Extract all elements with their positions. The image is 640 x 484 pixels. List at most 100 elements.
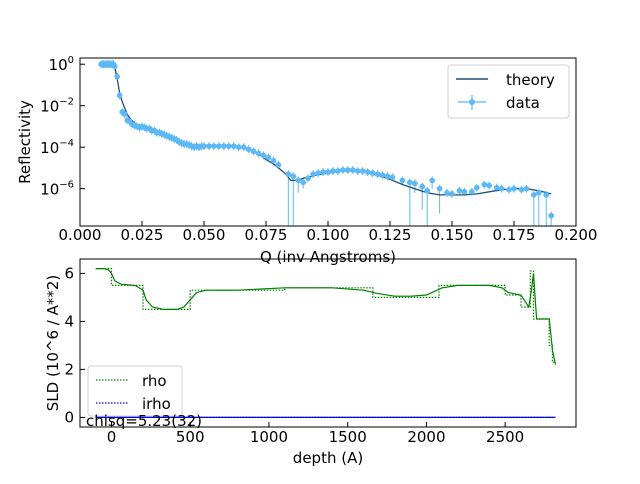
data-point <box>399 177 406 184</box>
data-point <box>444 190 450 196</box>
data-point <box>498 185 505 192</box>
sld-y-tick-label: 0 <box>64 408 74 426</box>
data-point <box>275 162 282 168</box>
data-point <box>412 180 418 187</box>
data-point <box>548 212 554 219</box>
data-point <box>389 174 396 181</box>
legend-theory-label: theory <box>506 71 555 89</box>
data-point <box>250 148 257 155</box>
reflectivity-x-tick-label: 0.150 <box>431 226 474 244</box>
data-point <box>245 146 252 153</box>
data-point <box>536 190 542 196</box>
data-point <box>114 73 120 80</box>
data-point <box>270 157 277 164</box>
data-point <box>330 168 336 174</box>
sld-chart: 0 500 1000 1500 2000 2500 0 2 4 6 depth (A) SLD … <box>44 258 577 467</box>
data-point <box>511 185 517 192</box>
data-point <box>456 187 463 194</box>
reflectivity-y-tick-label: 10−6 <box>40 180 74 199</box>
data-point <box>265 154 272 161</box>
reflectivity-x-tick-label: 0.100 <box>307 226 350 244</box>
reflectivity-y-label: Reflectivity <box>16 100 34 184</box>
reflectivity-legend: theory data <box>447 64 570 119</box>
reflectivity-x-tick-label: 0.125 <box>369 226 412 244</box>
data-point <box>374 171 381 177</box>
data-point <box>436 185 443 192</box>
data-point <box>469 188 475 195</box>
reflectivity-x-tick-label: 0.075 <box>245 226 288 244</box>
reflectivity-axes-frame <box>79 57 577 227</box>
data-point <box>116 92 123 99</box>
data-point <box>320 169 326 175</box>
rho-profile-smooth <box>95 268 557 365</box>
sld-y-label: SLD (10^6 / A**2) <box>44 275 62 412</box>
data-point <box>359 168 366 174</box>
sld-legend: rho irho <box>87 365 183 417</box>
data-point <box>345 167 351 173</box>
data-point <box>310 171 316 177</box>
data-point <box>206 143 212 149</box>
sld-x-tick-label: 0 <box>107 428 117 446</box>
reflectivity-y-tick-label: 10−4 <box>40 138 74 157</box>
reflectivity-x-ticks: 0.000 0.025 0.050 0.075 0.100 0.125 0.150 0.175… <box>59 221 598 244</box>
reflectivity-chart: 0.000 0.025 0.050 0.075 0.100 0.125 0.150 0.175… <box>16 55 597 266</box>
data-point <box>240 144 247 150</box>
sld-x-tick-label: 500 <box>176 428 205 446</box>
data-point <box>305 175 311 182</box>
data-point <box>384 173 391 180</box>
reflectivity-x-tick-label: 0.175 <box>493 226 536 244</box>
data-point <box>315 170 321 176</box>
reflectivity-y-tick-label: 10−2 <box>40 97 74 116</box>
data-point <box>429 177 435 184</box>
reflectivity-y-ticks: 100 10−2 10−4 10−6 <box>40 55 85 199</box>
reflectivity-x-tick-label: 0.025 <box>121 226 164 244</box>
data-point <box>216 143 222 149</box>
sld-x-ticks: 0 500 1000 1500 2000 2500 <box>107 422 524 446</box>
data-point <box>354 168 361 174</box>
sld-x-tick-label: 2000 <box>407 428 445 446</box>
legend-rho-label: rho <box>142 372 167 390</box>
reflectivity-plot-area <box>98 60 555 226</box>
data-point <box>461 188 468 195</box>
reflectivity-x-tick-label: 0.200 <box>555 226 598 244</box>
sld-x-tick-label: 1500 <box>329 428 367 446</box>
data-point <box>255 150 262 157</box>
data-point <box>523 185 530 192</box>
sld-y-ticks: 0 2 4 6 <box>64 264 85 426</box>
legend-data-marker <box>469 99 475 105</box>
data-point <box>340 167 346 173</box>
data-point <box>235 144 242 150</box>
data-point <box>493 184 500 191</box>
data-point <box>481 181 488 188</box>
sld-axes-frame <box>79 258 577 428</box>
legend-irho-label: irho <box>142 395 171 413</box>
data-point <box>407 179 413 186</box>
data-point <box>260 152 267 159</box>
data-point <box>290 173 297 180</box>
reflectivity-y-tick-label: 100 <box>49 55 74 74</box>
data-point <box>325 169 331 175</box>
data-point <box>364 169 371 175</box>
data-point <box>543 192 550 198</box>
data-point <box>335 168 341 174</box>
data-point <box>449 191 455 197</box>
sld-x-label: depth (A) <box>293 449 363 467</box>
data-point <box>201 143 207 149</box>
data-point <box>369 170 376 176</box>
reflectivity-x-label: Q (inv Angstroms) <box>260 248 396 266</box>
data-point <box>295 177 302 184</box>
reflectivity-x-tick-label: 0.000 <box>59 226 102 244</box>
data-point <box>379 172 386 178</box>
legend-data-label: data <box>506 94 540 112</box>
data-point <box>111 63 118 70</box>
sld-x-tick-label: 1000 <box>250 428 288 446</box>
data-point <box>230 143 237 149</box>
data-point <box>424 187 431 194</box>
data-point <box>300 179 307 186</box>
sld-plot-area <box>95 268 557 418</box>
sld-x-tick-label: 2500 <box>486 428 524 446</box>
chisq-annotation: chisq=5.23(32) <box>86 412 202 430</box>
data-point <box>221 143 227 149</box>
data-point <box>121 111 128 117</box>
